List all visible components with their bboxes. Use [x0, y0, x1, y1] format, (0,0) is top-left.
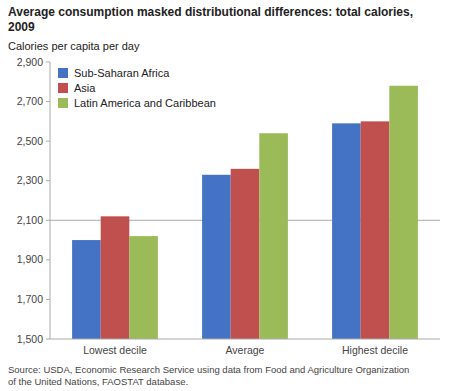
y-axis-line: [50, 62, 51, 339]
y-tick-label: 2,700: [17, 95, 43, 107]
legend: Sub-Saharan Africa Asia Latin America and …: [58, 67, 216, 109]
y-tick: [46, 141, 50, 142]
y-tick: [46, 101, 50, 102]
annotation-line: Source: USDA, Economic Research Service …: [8, 364, 409, 375]
y-tick-label: 2,300: [17, 174, 43, 186]
y-tick: [46, 259, 50, 260]
legend-label: Asia: [74, 82, 96, 94]
legend-swatch: [58, 68, 68, 78]
x-axis-line: [50, 339, 440, 340]
y-tick: [46, 299, 50, 300]
y-tick-label: 1,700: [17, 293, 43, 305]
bar: [361, 121, 390, 339]
y-tick-label: 2,100: [17, 214, 43, 226]
y-tick-label: 1,500: [17, 333, 43, 345]
y-tick: [46, 339, 50, 340]
bar: [202, 175, 231, 339]
bar: [231, 169, 260, 339]
y-axis: 1,500 1,700 1,900 2,100 2,300 2,500 2,700 2,900: [17, 56, 50, 345]
y-tick: [46, 62, 50, 63]
legend-swatch: [58, 98, 68, 108]
legend-label: Latin America and Caribbean: [74, 97, 216, 109]
annotation: Source: USDA, Economic Research Service …: [8, 364, 409, 387]
bar: [129, 236, 158, 339]
bar: [259, 133, 288, 339]
y-tick-label: 2,900: [17, 56, 43, 68]
title-line: 2009: [8, 20, 35, 34]
x-tick-label: Lowest decile: [83, 344, 147, 356]
chart: Average consumption masked distributiona…: [0, 0, 450, 391]
annotation-line: of the United Nations, FAOSTAT database.: [8, 376, 188, 387]
bar: [332, 123, 361, 339]
bar: [101, 216, 130, 339]
title: Average consumption masked distributiona…: [8, 5, 413, 34]
bars: [72, 86, 418, 339]
x-tick-label: Highest decile: [342, 344, 408, 356]
legend-swatch: [58, 83, 68, 93]
bar: [72, 240, 101, 339]
x-tick-label: Average: [226, 344, 265, 356]
y-tick: [46, 220, 50, 221]
legend-label: Sub-Saharan Africa: [74, 67, 170, 79]
y-axis-label: Calories per capita per day: [8, 40, 140, 52]
x-axis: Lowest decile Average Highest decile: [83, 344, 408, 356]
y-tick-label: 2,500: [17, 135, 43, 147]
y-tick-label: 1,900: [17, 253, 43, 265]
title-line: Average consumption masked distributiona…: [8, 5, 413, 19]
y-tick: [46, 180, 50, 181]
bar: [389, 86, 418, 339]
